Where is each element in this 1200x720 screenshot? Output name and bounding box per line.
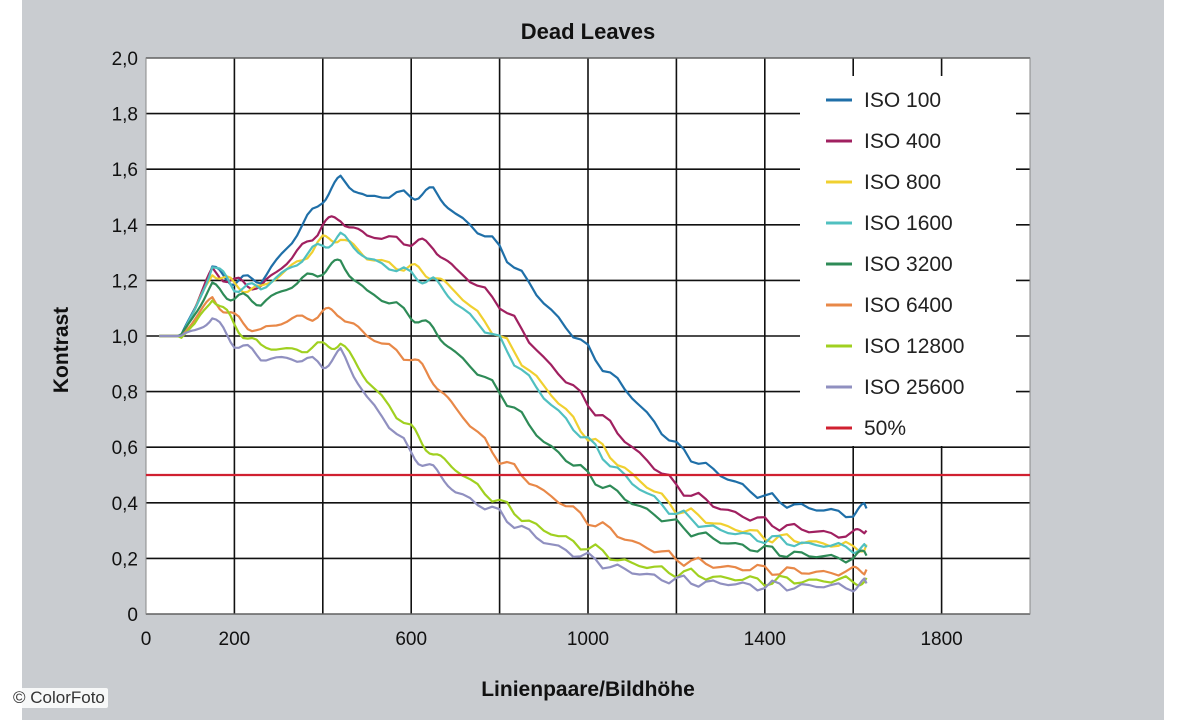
series-line-iso-3200 <box>159 258 868 564</box>
y-tick-label: 1,0 <box>112 327 138 348</box>
chart-frame: Dead Leaves 0 0,2 0,4 0,6 0,8 1,0 1,2 1,4 1,6 1,8… <box>22 0 1164 720</box>
series-lines <box>146 174 1030 593</box>
y-tick-label: 1,6 <box>112 160 138 181</box>
y-tick-labels: 0 0,2 0,4 0,6 0,8 1,0 1,2 1,4 1,6 1,8 2,0 <box>112 49 139 626</box>
legend: ISO 100 ISO 400 ISO 800 ISO 1600 ISO 3200 ISO… <box>800 76 1016 446</box>
y-tick-label: 0,8 <box>112 383 138 404</box>
legend-label: ISO 12800 <box>864 335 964 358</box>
y-tick-label: 1,8 <box>112 105 138 126</box>
legend-label: ISO 1600 <box>864 212 953 235</box>
copyright-credit: © ColorFoto <box>10 688 108 708</box>
x-tick-label: 200 <box>219 629 251 650</box>
y-tick-label: 1,2 <box>112 271 138 292</box>
legend-label: ISO 800 <box>864 171 941 194</box>
legend-label: 50% <box>864 417 906 440</box>
x-tick-label: 0 <box>141 629 152 650</box>
x-tick-label: 600 <box>395 629 427 650</box>
x-tick-label: 1000 <box>567 629 609 650</box>
series-line-iso-400 <box>159 215 868 539</box>
x-tick-labels: 0 200 600 1000 1400 1800 <box>141 629 963 650</box>
y-axis-title: Kontrast <box>50 307 73 393</box>
legend-label: ISO 400 <box>864 130 941 153</box>
series-line-iso-1600 <box>159 231 868 554</box>
series-line-iso-25600 <box>159 317 868 593</box>
legend-label: ISO 3200 <box>864 253 953 276</box>
x-tick-label: 1800 <box>920 629 962 650</box>
series-line-iso-12800 <box>159 299 868 587</box>
legend-label: ISO 25600 <box>864 376 964 399</box>
y-tick-label: 0,2 <box>112 549 138 570</box>
y-tick-label: 2,0 <box>112 49 138 70</box>
legend-label: ISO 6400 <box>864 294 953 317</box>
legend-box <box>800 76 1016 446</box>
dead-leaves-chart: Dead Leaves 0 0,2 0,4 0,6 0,8 1,0 1,2 1,4 1,6 1,8… <box>50 19 1031 701</box>
plot-border <box>145 57 1031 615</box>
y-tick-label: 0 <box>127 605 138 626</box>
x-tick-label: 1400 <box>744 629 786 650</box>
x-axis-title: Linienpaare/Bildhöhe <box>481 678 695 701</box>
y-tick-label: 0,4 <box>112 494 139 515</box>
series-line-iso-6400 <box>159 296 868 577</box>
series-line-iso-100 <box>159 174 868 519</box>
y-tick-label: 0,6 <box>112 438 138 459</box>
legend-label: ISO 100 <box>864 89 941 112</box>
chart-title: Dead Leaves <box>521 19 656 44</box>
y-tick-label: 1,4 <box>112 216 139 237</box>
